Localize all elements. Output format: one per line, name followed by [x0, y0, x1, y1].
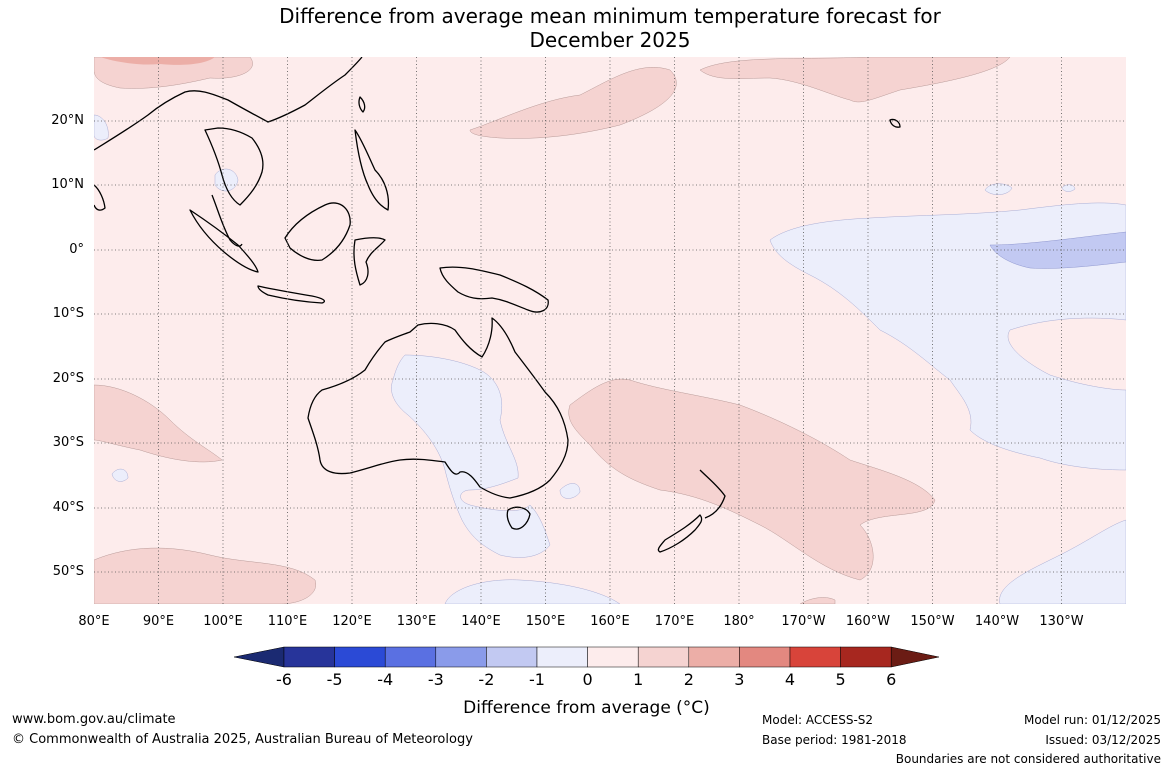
colorbar-bin-4	[435, 646, 487, 668]
lon-label-150w: 150°W	[910, 614, 955, 629]
colorbar-bin-9	[688, 646, 740, 668]
warm-region-china-strong	[100, 57, 215, 65]
lat-label-0: 0°	[69, 242, 84, 257]
tasmania-coast	[506, 506, 531, 530]
colorbar-bin-12	[840, 646, 892, 668]
lat-label-20n: 20°N	[51, 113, 84, 128]
asia-mainland-coast	[94, 57, 363, 151]
lat-label-10s: 10°S	[52, 306, 84, 321]
map-title-line2: December 2025	[529, 28, 691, 52]
colorbar-tick-neg1: -1	[529, 670, 545, 689]
website-link[interactable]: www.bom.gov.au/climate	[12, 712, 176, 727]
colorbar-tick-3: 3	[734, 670, 745, 689]
lon-label-130w: 130°W	[1039, 614, 1084, 629]
india-tip-coast	[94, 184, 106, 211]
cool-region-tasman	[559, 483, 581, 499]
colorbar-bin-10	[739, 646, 791, 668]
colorbar-bin-6	[536, 646, 588, 668]
lon-label-150e: 150°E	[525, 614, 566, 629]
map-title: Difference from average mean minimum tem…	[94, 4, 1126, 52]
cool-region-south-east	[999, 519, 1126, 604]
colorbar-tick-5: 5	[835, 670, 846, 689]
colorbar-tick-0: 0	[582, 670, 593, 689]
colorbar-tick-neg2: -2	[478, 670, 495, 689]
colorbar-bin-8	[637, 646, 690, 668]
colorbar-bin-11	[789, 646, 841, 668]
colorbar-tick-1: 1	[633, 670, 644, 689]
lon-label-120e: 120°E	[332, 614, 372, 629]
warm-region-asia	[94, 57, 253, 89]
model-run-text: Model run: 01/12/2025	[1023, 713, 1161, 727]
cool-region-east-small	[1061, 184, 1076, 192]
map-title-line1: Difference from average mean minimum tem…	[279, 4, 941, 28]
colorbar-tick-neg4: -4	[377, 670, 394, 689]
coastlines	[94, 57, 901, 553]
lon-label-110e: 110°E	[267, 614, 308, 629]
lon-label-130e: 130°E	[396, 614, 437, 629]
copyright-text: © Commonwealth of Australia 2025, Austra…	[12, 732, 473, 747]
colorbar-max-arrow	[890, 646, 940, 668]
indochina-coast	[204, 127, 264, 206]
cool-region-southern-ocean	[444, 579, 621, 604]
new-zealand-north	[699, 469, 726, 519]
cool-region-west-ocean	[111, 468, 129, 482]
lat-label-40s: 40°S	[52, 500, 84, 515]
colorbar-tick-4: 4	[784, 670, 796, 689]
colorbar-tick-neg3: -3	[427, 670, 444, 689]
lon-label-180: 180°	[723, 614, 755, 629]
colorbar	[233, 646, 940, 668]
sumatra-coast	[189, 209, 259, 273]
philippines-coast	[354, 129, 390, 211]
colorbar-title: Difference from average (°C)	[463, 698, 710, 718]
hawaii-coast	[889, 118, 901, 128]
gridlines	[94, 57, 1126, 604]
colorbar-bin-1	[283, 646, 335, 668]
colorbar-bin-5	[486, 646, 538, 668]
new-zealand-south	[657, 514, 703, 553]
lon-label-160e: 160°E	[590, 614, 630, 629]
lat-label-30s: 30°S	[52, 435, 84, 450]
malay-peninsula-coast	[211, 194, 243, 247]
new-guinea-coast	[439, 266, 549, 313]
lat-label-20s: 20°S	[52, 371, 84, 386]
colorbar-tick-2: 2	[683, 670, 694, 689]
lon-label-170w: 170°W	[781, 614, 826, 629]
cool-region-central-pacific	[769, 202, 1126, 471]
lon-label-170e: 170°E	[654, 614, 695, 629]
australia-coast	[307, 317, 569, 499]
lat-label-10n: 10°N	[51, 177, 84, 192]
warm-region-south-east	[799, 597, 836, 604]
colorbar-tick-neg6: -6	[276, 670, 292, 689]
warm-region-south-pacific	[568, 378, 936, 581]
borneo-coast	[284, 202, 351, 261]
lon-label-80e: 80°E	[78, 614, 110, 629]
colorbar-bin-2	[334, 646, 386, 668]
java-coast	[257, 285, 326, 304]
cool-region-east	[984, 183, 1013, 195]
cool-region-australia	[391, 354, 551, 558]
base-period-text: Base period: 1981-2018	[762, 733, 907, 747]
issued-text: Issued: 03/12/2025	[1045, 733, 1161, 747]
colorbar-tick-neg5: -5	[326, 670, 343, 689]
colorbar-tick-6: 6	[886, 670, 897, 689]
colorbar-bin-3	[384, 646, 437, 668]
lat-label-50s: 50°S	[52, 564, 84, 579]
cool-band-equatorial-east	[989, 231, 1126, 269]
lon-label-160w: 160°W	[845, 614, 891, 629]
disclaimer-text: Boundaries are not considered authoritat…	[895, 752, 1161, 766]
warm-region-southern-ocean	[94, 547, 316, 604]
lon-label-100e: 100°E	[203, 614, 243, 629]
colorbar-bin-7	[587, 646, 639, 668]
lon-label-90e: 90°E	[142, 614, 175, 629]
sulawesi-coast	[353, 237, 386, 286]
lon-label-140w: 140°W	[974, 614, 1020, 629]
lon-label-140e: 140°E	[461, 614, 501, 629]
taiwan-coast	[358, 96, 366, 113]
model-text: Model: ACCESS-S2	[762, 713, 874, 727]
colorbar-min-arrow	[233, 646, 285, 668]
